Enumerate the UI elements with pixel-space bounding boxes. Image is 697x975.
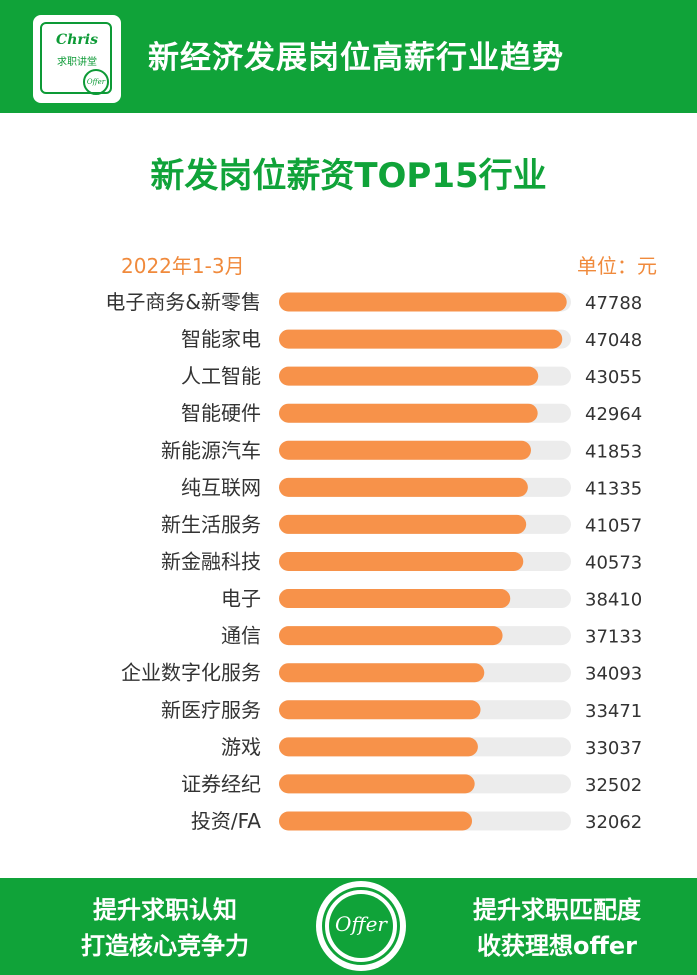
offer-badge-text: Offer [335, 912, 387, 936]
bar [279, 329, 563, 349]
bar [279, 403, 538, 423]
value-label: 37133 [585, 627, 642, 648]
bar [279, 700, 481, 720]
category-label: 智能硬件 [181, 401, 261, 425]
value-label: 32062 [585, 812, 642, 833]
bar [279, 626, 503, 646]
category-label: 通信 [221, 624, 261, 648]
bar [279, 477, 528, 497]
header-banner: Chris 求职讲堂 Offer 新经济发展岗位高薪行业趋势 [0, 0, 697, 113]
value-label: 43055 [585, 367, 642, 388]
bar [279, 292, 567, 312]
category-label: 新生活服务 [161, 512, 261, 536]
logo-offer-badge: Offer [83, 69, 109, 95]
category-label: 新医疗服务 [161, 698, 261, 722]
chart-period: 2022年1-3月 [121, 254, 245, 278]
bar [279, 589, 511, 609]
value-label: 47048 [585, 330, 642, 351]
category-label: 智能家电 [181, 327, 261, 351]
category-label: 新金融科技 [161, 549, 261, 573]
offer-badge: Offer [316, 881, 406, 971]
offer-badge-ring [322, 887, 400, 965]
bar [279, 551, 524, 571]
logo: Chris 求职讲堂 Offer [33, 15, 121, 103]
bar [279, 737, 478, 757]
logo-subtitle: 求职讲堂 [57, 57, 97, 68]
value-label: 41335 [585, 478, 642, 499]
value-label: 38410 [585, 590, 642, 611]
logo-brand: Chris [56, 32, 98, 48]
category-label: 纯互联网 [181, 475, 261, 499]
footer-left-line2: 打造核心竞争力 [81, 932, 249, 960]
footer-left-slogan: 提升求职认知 打造核心竞争力 [60, 892, 270, 964]
value-label: 33471 [585, 701, 642, 722]
category-label: 新能源汽车 [161, 438, 261, 462]
bar [279, 366, 539, 386]
value-label: 41057 [585, 515, 642, 536]
bar [279, 774, 475, 794]
value-label: 41853 [585, 441, 642, 462]
category-label: 人工智能 [181, 364, 261, 388]
chart-title: 新发岗位薪资TOP15行业 [150, 156, 547, 196]
category-label: 电子 [221, 587, 261, 611]
value-label: 40573 [585, 552, 642, 573]
category-label: 电子商务&新零售 [105, 290, 261, 314]
value-label: 32502 [585, 775, 642, 796]
footer-right-line2: 收获理想offer [476, 932, 638, 960]
bar [279, 440, 531, 460]
footer-right-line1: 提升求职匹配度 [473, 896, 641, 924]
category-label: 投资/FA [191, 809, 261, 833]
category-label: 游戏 [221, 735, 261, 759]
value-label: 33037 [585, 738, 642, 759]
value-label: 42964 [585, 404, 642, 425]
page-title: 新经济发展岗位高薪行业趋势 [148, 40, 564, 76]
footer-left-line1: 提升求职认知 [93, 896, 237, 924]
category-label: 证券经纪 [181, 772, 261, 796]
bar [279, 811, 473, 831]
category-label: 企业数字化服务 [121, 661, 261, 685]
chart-unit: 单位：元 [577, 254, 657, 278]
footer-banner: 提升求职认知 打造核心竞争力 Offer 提升求职匹配度 收获理想offer [0, 878, 697, 975]
bar [279, 663, 485, 683]
bar-chart: 电子商务&新零售 47788 智能家电 47048 人工智能 43055 智能硬件 42964… [105, 290, 642, 833]
value-label: 34093 [585, 664, 642, 685]
footer-right-slogan: 提升求职匹配度 收获理想offer [452, 892, 662, 964]
logo-frame [40, 22, 112, 94]
value-label: 47788 [585, 293, 642, 314]
bar [279, 514, 527, 534]
offer-badge-core [329, 894, 393, 958]
